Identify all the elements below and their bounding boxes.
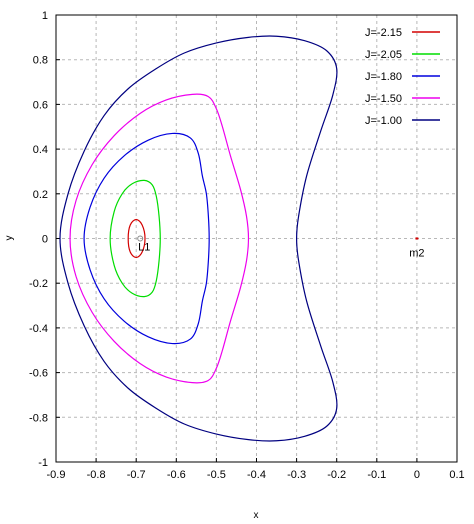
curve-j-1-80: [83, 132, 210, 345]
x-axis-label: x: [254, 510, 259, 521]
x-tick-label: -0.3: [287, 469, 306, 481]
y-tick-label: 1: [42, 10, 48, 22]
l1-label: L1: [138, 242, 150, 254]
y-tick-label: -0.8: [29, 412, 48, 424]
point-markers: L1 m2: [137, 235, 425, 260]
x-tick-label: 0: [414, 469, 420, 481]
legend-label: J=-1.80: [365, 71, 402, 83]
x-tick-label: -0.8: [87, 469, 106, 481]
curve-j-1-00: [59, 35, 338, 442]
y-tick-label: 0: [42, 234, 48, 246]
m2-point-marker: [415, 237, 419, 240]
y-tick-label: 0.6: [33, 99, 48, 111]
curve-j-2-15: [127, 218, 146, 259]
x-tick-label: -0.4: [247, 469, 266, 481]
x-tick-label: 0.1: [449, 469, 464, 481]
x-tick-label: -0.1: [367, 469, 386, 481]
x-tick-label: -0.9: [47, 469, 66, 481]
y-tick-label: -1: [38, 457, 48, 469]
plot-frame: [55, 14, 458, 463]
y-tick-labels: 1 0.8 0.6 0.4 0.2 0 -0.2 -0.4 -0.6 -0.8 -1: [29, 10, 48, 469]
legend: J=-2.15 J=-2.05 J=-1.80 J=-1.50 J=-1.00: [365, 27, 440, 127]
curve-j-1-50: [69, 93, 250, 384]
y-tick-label: 0.8: [33, 55, 48, 67]
x-tick-labels: -0.9 -0.8 -0.7 -0.6 -0.5 -0.4 -0.3 -0.2 -0.1 0 0.1: [47, 469, 465, 481]
legend-label: J=-1.00: [365, 115, 402, 127]
legend-label: J=-1.50: [365, 93, 402, 105]
x-tick-label: -0.6: [167, 469, 186, 481]
y-axis-label: y: [4, 236, 15, 241]
y-tick-label: 0.4: [33, 144, 48, 156]
legend-label: J=-2.05: [365, 49, 402, 61]
y-tick-label: -0.4: [29, 323, 48, 335]
y-tick-label: -0.6: [29, 368, 48, 380]
series-curves: [59, 35, 338, 442]
y-tick-label: -0.2: [29, 278, 48, 290]
y-tick-label: 0.2: [33, 189, 48, 201]
l1-point-marker: [137, 235, 144, 242]
x-tick-label: -0.7: [127, 469, 146, 481]
x-tick-label: -0.2: [327, 469, 346, 481]
legend-label: J=-2.15: [365, 27, 402, 39]
m2-label: m2: [409, 248, 424, 260]
x-tick-label: -0.5: [207, 469, 226, 481]
curve-j-2-05: [109, 179, 161, 298]
